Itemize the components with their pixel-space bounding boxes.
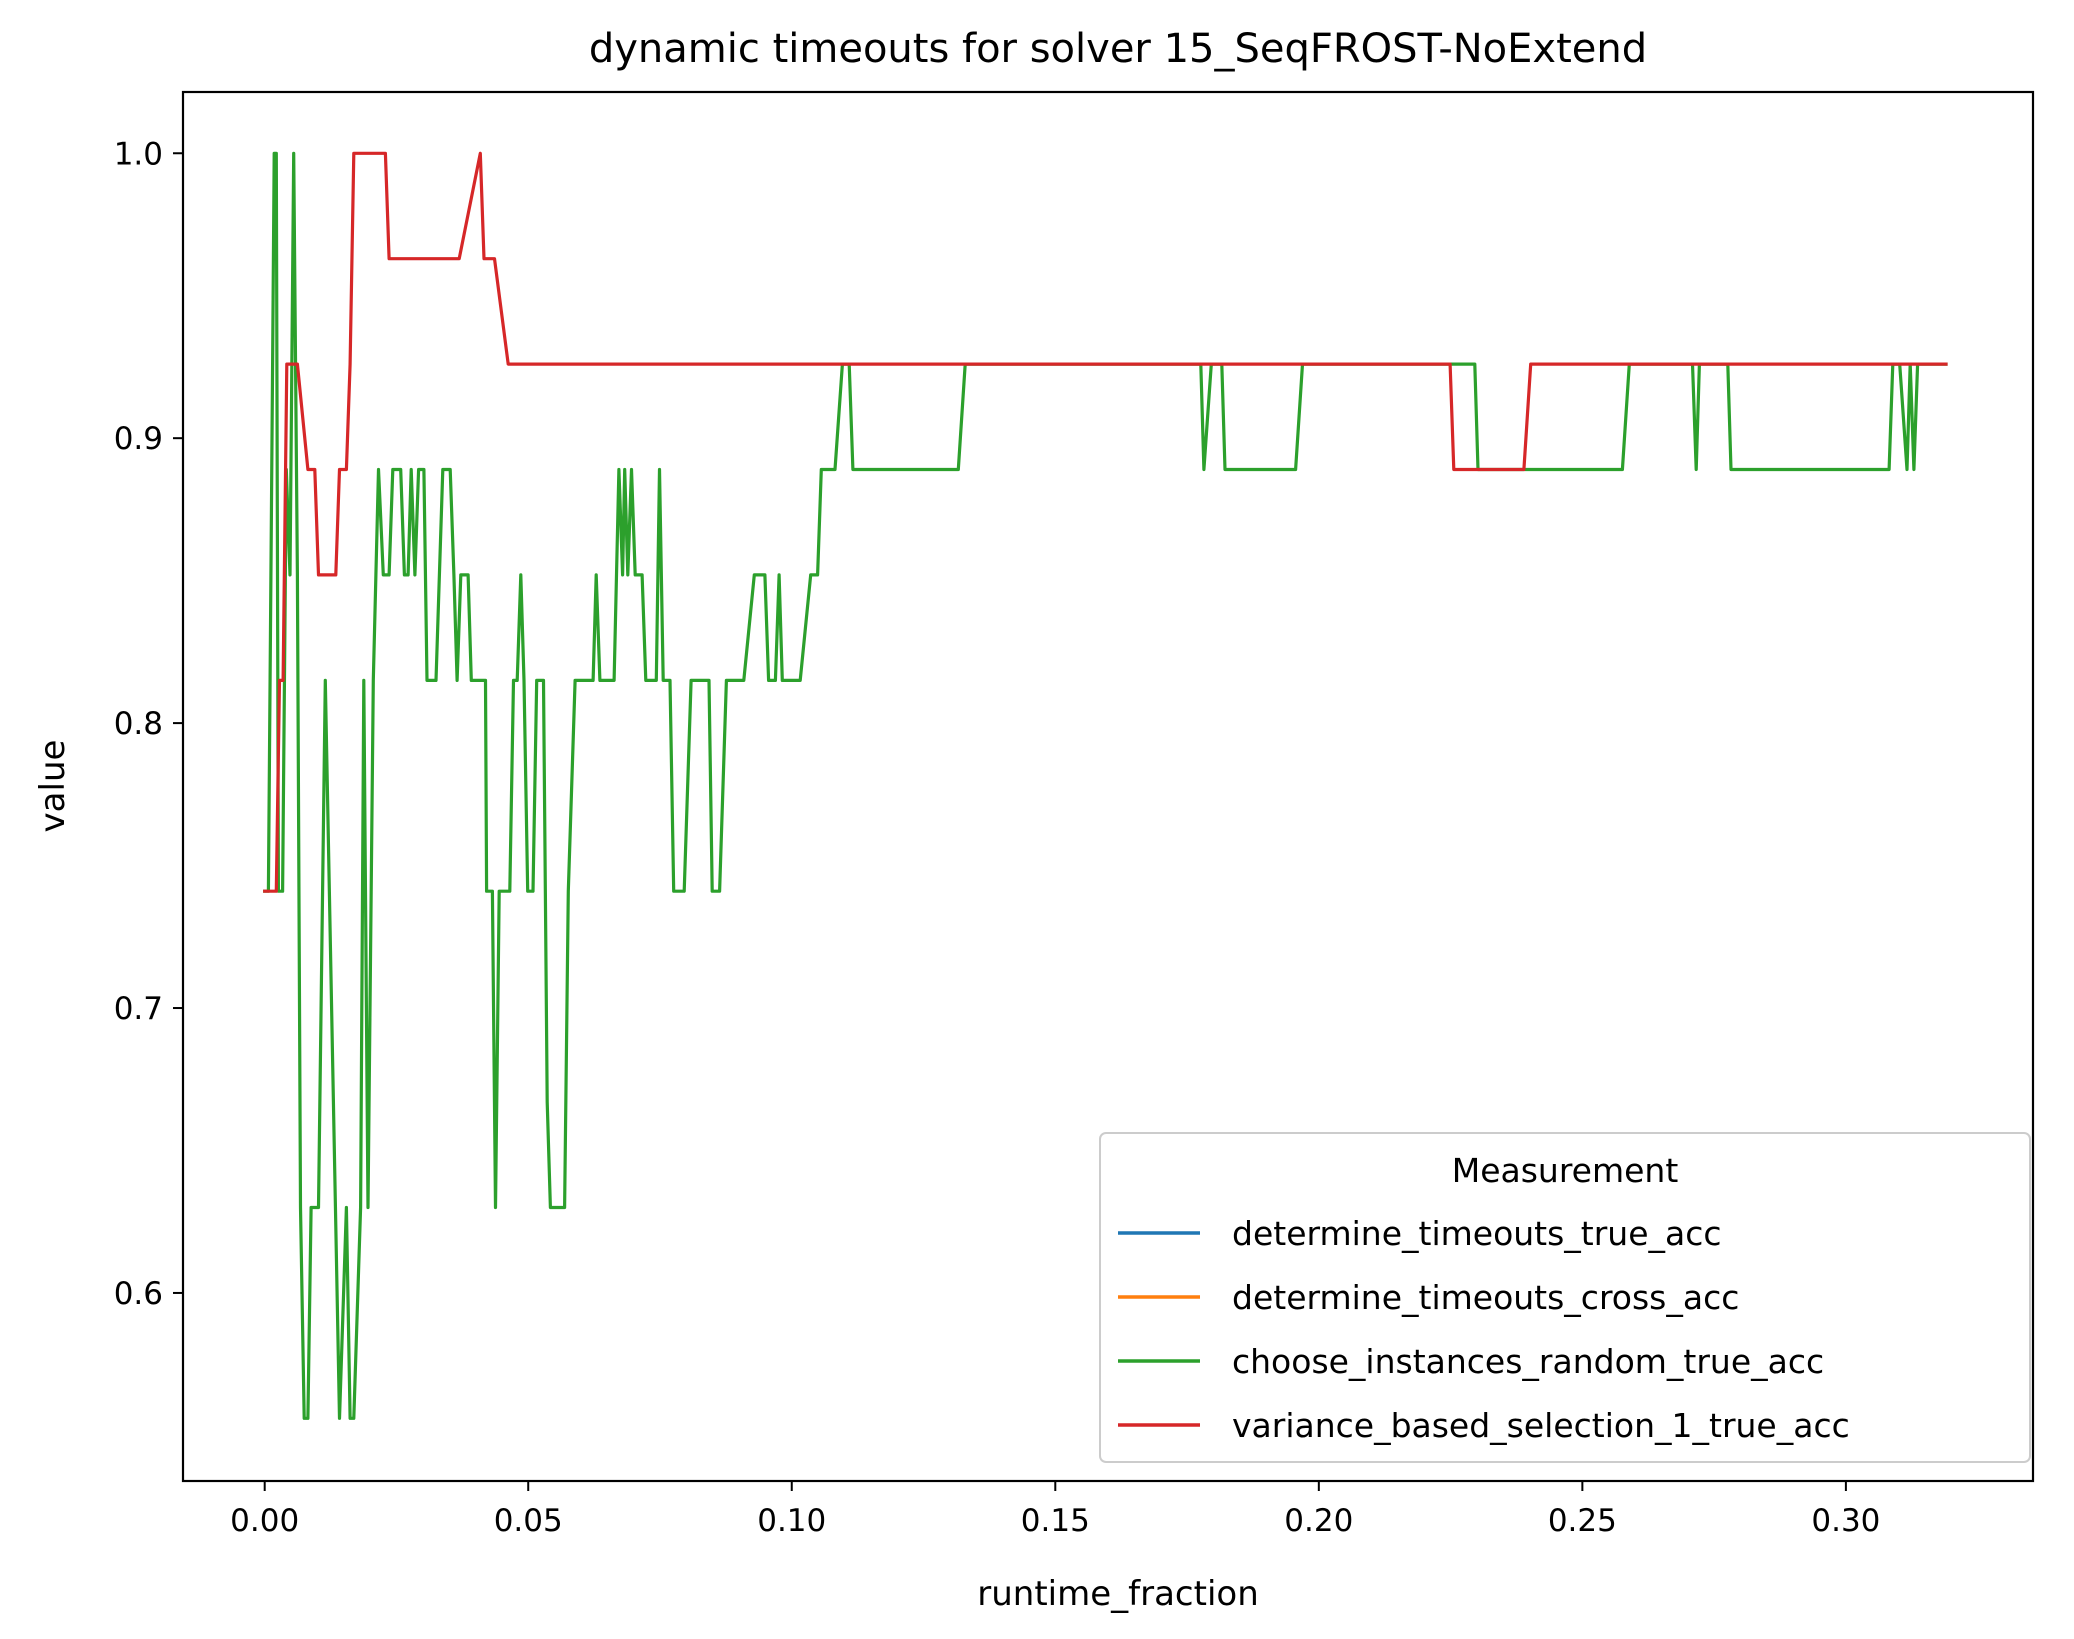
x-tick-label: 0.05 [494, 1503, 563, 1539]
legend-label-determine_timeouts_true_acc: determine_timeouts_true_acc [1232, 1214, 1722, 1253]
y-axis-label: value [33, 740, 73, 833]
y-tick-label: 1.0 [114, 136, 163, 172]
plot-frame [181, 90, 2035, 1483]
y-tick-label: 0.7 [114, 991, 163, 1027]
y-tick-label: 0.6 [114, 1276, 163, 1312]
x-tick-label: 0.25 [1548, 1503, 1617, 1539]
legend-label-variance_based_selection_1_true_acc: variance_based_selection_1_true_acc [1232, 1406, 1850, 1445]
series-layer [263, 151, 1948, 1420]
y-axis-ticks: 0.6 0.7 0.8 0.9 1.0 [114, 136, 183, 1312]
legend-box [1099, 1132, 2031, 1463]
x-axis-ticks: 0.00 0.05 0.10 0.15 0.20 0.25 0.30 [230, 1481, 1880, 1539]
x-axis-label: runtime_fraction [977, 1574, 1259, 1614]
series-line-choose_instances_random_true_acc [263, 151, 1948, 1420]
x-tick-label: 0.10 [757, 1503, 826, 1539]
y-tick-label: 0.8 [114, 706, 163, 742]
legend-title: Measurement [1452, 1151, 1679, 1190]
legend-label-determine_timeouts_cross_acc: determine_timeouts_cross_acc [1232, 1278, 1739, 1317]
x-tick-label: 0.15 [1021, 1503, 1090, 1539]
x-tick-label: 0.20 [1284, 1503, 1353, 1539]
legend-entries: determine_timeouts_true_acc determine_tim… [1118, 1214, 1850, 1445]
series-line-variance_based_selection_1_true_acc [263, 151, 1948, 893]
x-tick-label: 0.30 [1811, 1503, 1880, 1539]
x-tick-label: 0.00 [230, 1503, 299, 1539]
legend: Measurement determine_timeouts_true_accd… [1099, 1132, 2031, 1463]
legend-label-choose_instances_random_true_acc: choose_instances_random_true_acc [1232, 1342, 1824, 1381]
y-tick-label: 0.9 [114, 421, 163, 457]
chart-title: dynamic timeouts for solver 15_SeqFROST-… [589, 26, 1647, 72]
